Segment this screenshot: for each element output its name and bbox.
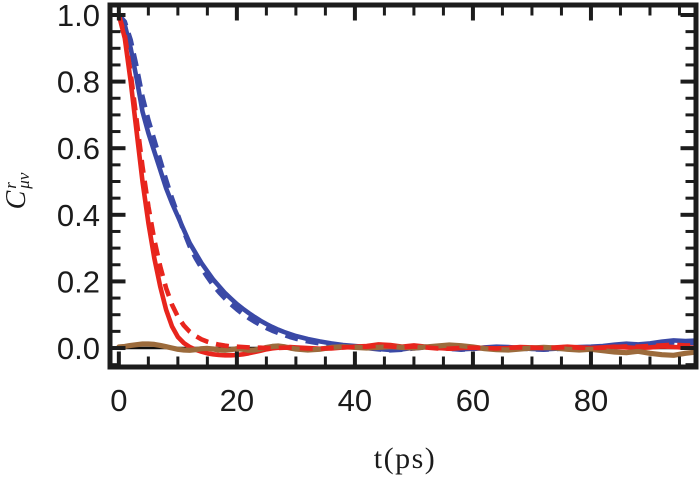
y-tick-label: 0.8 — [57, 65, 100, 100]
series-red-dashed — [116, 14, 695, 351]
x-tick-label: 40 — [338, 383, 372, 418]
y-axis-label-subscript: μν — [14, 172, 33, 189]
y-tick-label: 1.0 — [57, 0, 100, 33]
y-axis-label-script-stack: r μν — [1, 172, 33, 189]
series-brown-solid — [116, 341, 697, 358]
series-red-solid — [116, 12, 697, 358]
series-blue-solid — [116, 12, 697, 353]
y-tick-label: 0.4 — [57, 198, 100, 233]
y-axis-label-base: C — [1, 190, 32, 210]
series-blue-dashed — [117, 13, 695, 353]
y-tick-label: 0.0 — [57, 331, 100, 366]
plot-frame — [107, 2, 699, 370]
x-tick-label: 80 — [574, 383, 608, 418]
x-tick-label: 20 — [220, 383, 254, 418]
y-tick-label: 0.6 — [57, 131, 100, 166]
x-tick-label: 60 — [456, 383, 490, 418]
x-axis-label: t(ps) — [373, 442, 437, 475]
y-tick-label: 0.2 — [57, 264, 100, 299]
x-tick-label: 0 — [110, 383, 127, 418]
y-axis-label: C r μν — [1, 172, 33, 210]
